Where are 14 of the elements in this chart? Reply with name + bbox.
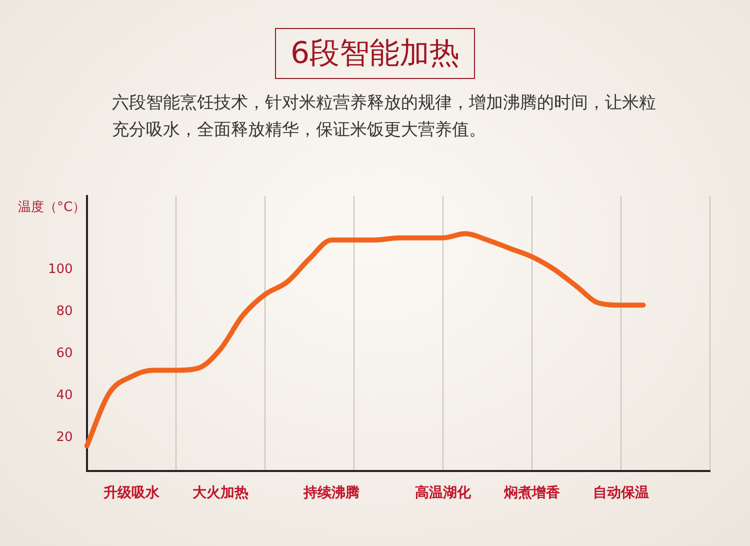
y-tick-label: 80 — [56, 304, 73, 319]
x-tick-label: 焖煮增香 — [502, 485, 561, 502]
y-tick-label: 100 — [48, 262, 73, 277]
chart-title: 6段智能加热 — [275, 28, 475, 79]
x-tick-label: 大火加热 — [192, 485, 248, 502]
y-tick-label: 20 — [56, 430, 73, 445]
x-tick-label: 持续沸腾 — [302, 485, 360, 502]
y-tick-label: 60 — [56, 346, 73, 361]
chart-subtitle: 六段智能烹饪技术，针对米粒营养释放的规律，增加沸腾的时间，让米粒充分吸水，全面释放精华，保证米饭更大营养值。 — [112, 92, 657, 142]
x-tick-label: 自动保温 — [592, 485, 649, 502]
x-tick-label: 升级吸水 — [102, 484, 160, 502]
y-axis-title: 温度（°C） — [18, 199, 86, 216]
x-tick-label: 高温湖化 — [414, 484, 472, 502]
y-tick-label: 40 — [56, 388, 73, 403]
